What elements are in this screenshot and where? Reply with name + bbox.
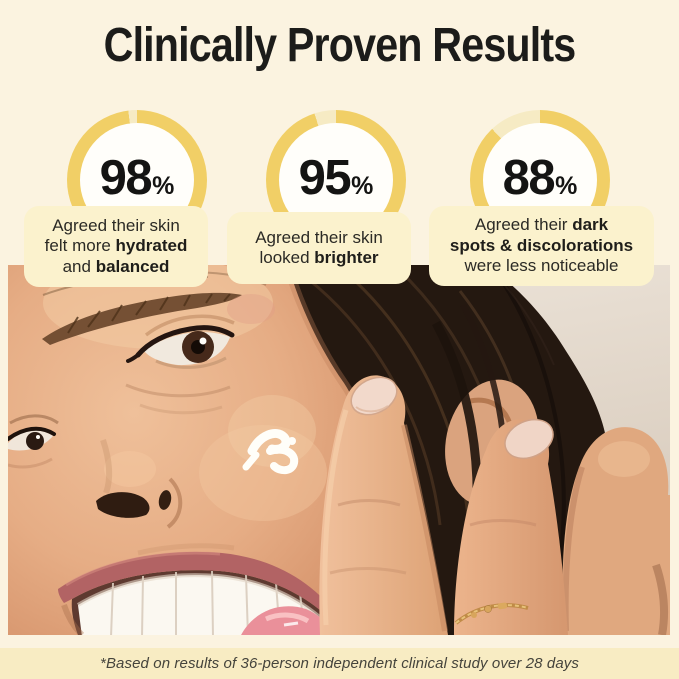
right-eye	[125, 314, 235, 415]
stat-description-segment: Agreed their skin	[52, 215, 180, 235]
left-eye	[8, 414, 59, 469]
stat-description-card: Agreed their skin looked brighter	[227, 212, 411, 284]
index-finger	[319, 375, 448, 635]
stat-description-segment: felt more	[44, 236, 116, 256]
stat-description-line: felt more hydrated	[45, 236, 188, 256]
model-photo	[8, 265, 670, 635]
stat-description-segment: spots & discolorations	[449, 235, 634, 255]
stat-number: 98 %	[99, 150, 175, 205]
nose	[96, 439, 183, 529]
percent-sign: %	[152, 171, 175, 200]
eyebrow	[42, 292, 275, 345]
upper-lip	[58, 551, 336, 618]
stat-description-card: Agreed their dark spots & discolorations…	[429, 206, 654, 286]
stat-description-line: Agreed their dark	[475, 215, 608, 235]
stat-number: 95 %	[298, 150, 374, 205]
lower-lip	[240, 606, 334, 635]
percent-sign: %	[555, 171, 578, 200]
stat-number: 88 %	[502, 150, 578, 205]
stat-description-line: were less noticeable	[464, 256, 618, 276]
percent-sign: %	[351, 171, 374, 200]
page-title: Clinically Proven Results	[103, 19, 577, 72]
stat-value: 88	[502, 150, 556, 205]
eyeshadow	[227, 294, 275, 324]
stat-description-line: looked brighter	[259, 248, 378, 268]
stat-description-segment: were less noticeable	[464, 256, 619, 276]
stat-description-segment: Agreed their	[474, 215, 573, 235]
footnote-band: *Based on results of 36-person independe…	[0, 648, 679, 679]
stat-description-line: Agreed their skin	[52, 216, 180, 236]
stat-value: 95	[298, 150, 352, 205]
stat-description-segment: balanced	[95, 256, 170, 276]
stat-description-segment: brighter	[314, 248, 379, 267]
footnote-text: *Based on results of 36-person independe…	[100, 655, 579, 672]
ring-finger	[454, 419, 568, 635]
mouth	[58, 543, 357, 635]
stat-description-segment: hydrated	[115, 236, 188, 256]
fingernail	[350, 376, 398, 416]
stat-description-segment: looked	[259, 248, 315, 267]
cheek-highlight	[199, 425, 327, 521]
stat-description-segment: and	[62, 256, 96, 276]
fingernail	[504, 418, 554, 460]
eye-highlight	[199, 337, 207, 345]
stat-value: 98	[99, 150, 153, 205]
stat-description-segment: Agreed their skin	[255, 227, 383, 247]
stat-description-line: Agreed their skin	[255, 228, 383, 248]
cream-swatch	[228, 395, 316, 475]
stat-description-card: Agreed their skin felt more hydrated and…	[24, 206, 208, 287]
stat-description-line: and balanced	[63, 257, 170, 277]
hand	[319, 375, 670, 635]
palm-edge	[562, 427, 670, 635]
stat-description-segment: dark	[572, 215, 609, 235]
stat-description-line: spots & discolorations	[450, 236, 633, 256]
